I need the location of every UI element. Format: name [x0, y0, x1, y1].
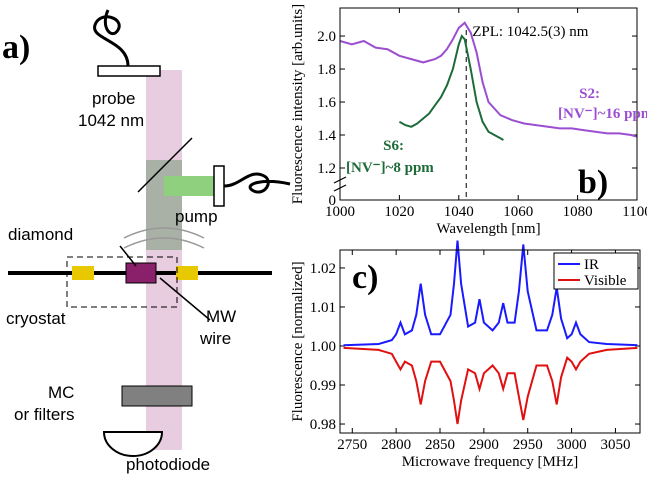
pump-fiber	[223, 172, 291, 194]
y-tick-label: 0.99	[310, 378, 336, 394]
x-tick-label: 2750	[337, 437, 367, 453]
legend-label: IR	[584, 257, 599, 273]
plot-frame	[339, 7, 638, 201]
pump-collimator	[213, 165, 225, 207]
y-tick-label: 2.0	[317, 29, 336, 45]
y-tick-label: 1.00	[310, 339, 336, 355]
y-axis-label: Fluorescence intensity [arb.units]	[290, 4, 306, 204]
series-line	[343, 346, 638, 425]
x-tick-label: 1020	[384, 204, 414, 220]
dichroic-mirror	[137, 137, 193, 193]
panel-label: c)	[352, 259, 378, 296]
label: MC	[48, 383, 74, 402]
coil	[176, 266, 198, 280]
series-line	[398, 34, 504, 141]
y-tick-label: 0.98	[310, 417, 336, 433]
panel-label: a)	[2, 29, 30, 66]
probe-collimator	[97, 65, 161, 77]
x-tick-label: 1000	[325, 204, 355, 220]
plot-frame	[339, 249, 641, 434]
filter	[121, 385, 193, 407]
lens	[123, 227, 205, 249]
x-tick-label: 1060	[503, 204, 533, 220]
label: diamond	[8, 225, 73, 244]
x-tick-label: 2800	[381, 437, 411, 453]
x-tick-label: 2950	[513, 437, 543, 453]
label: MW	[206, 307, 236, 326]
x-axis-label: Wavelength [nm]	[436, 221, 540, 237]
series-line	[339, 21, 638, 138]
pointer	[119, 245, 211, 321]
label: wire	[199, 329, 231, 348]
y-tick-label: 1.02	[310, 261, 336, 277]
x-tick-label: 2850	[425, 437, 455, 453]
label: pump	[175, 207, 218, 226]
diamond-sample	[125, 262, 157, 284]
y-tick-label: 1.4	[317, 128, 336, 144]
x-axis-label: Microwave frequency [MHz]	[402, 454, 579, 470]
series-label: S6:	[383, 138, 404, 154]
y-tick-label: 1.01	[310, 300, 336, 316]
photodiode	[102, 431, 164, 457]
x-tick-label: 3000	[557, 437, 587, 453]
cryostat-box	[66, 256, 178, 308]
setup-diagram: a) probe 1042 nm pump diamond cryostat M…	[2, 9, 291, 474]
y-tick-label: 0	[329, 193, 337, 209]
series-note: [NV⁻]~16 ppm	[558, 106, 647, 122]
label: photodiode	[126, 455, 210, 474]
annotation: ZPL: 1042.5(3) nm	[472, 24, 589, 40]
label: cryostat	[6, 309, 66, 328]
x-tick-label: 1040	[444, 204, 474, 220]
combined-beam	[146, 160, 182, 250]
label: or filters	[14, 405, 74, 424]
chart: 2750 2800 2850 2900 2950 3000 3050 0.98 0.99 1.00…	[290, 240, 641, 470]
legend-label: Visible	[584, 273, 627, 289]
series-label: S2:	[579, 86, 600, 102]
label: probe	[92, 89, 135, 108]
coil	[72, 266, 94, 280]
y-tick-label: 1.8	[317, 62, 336, 78]
x-tick-label: 3050	[600, 437, 630, 453]
y-tick-label: 1.6	[317, 95, 336, 111]
x-tick-label: 1080	[563, 204, 593, 220]
series-note: [NV⁻]~8 ppm	[346, 160, 434, 176]
label: 1042 nm	[78, 111, 144, 130]
probe-fiber	[93, 9, 130, 67]
y-axis-label: Fluorescence [normalized]	[290, 261, 306, 421]
panel-label: b)	[578, 164, 608, 201]
y-tick-label: 1.2	[317, 161, 336, 177]
x-tick-label: 2900	[469, 437, 499, 453]
pump-beam	[164, 176, 214, 196]
series-line	[343, 240, 638, 347]
legend-box	[553, 252, 639, 290]
